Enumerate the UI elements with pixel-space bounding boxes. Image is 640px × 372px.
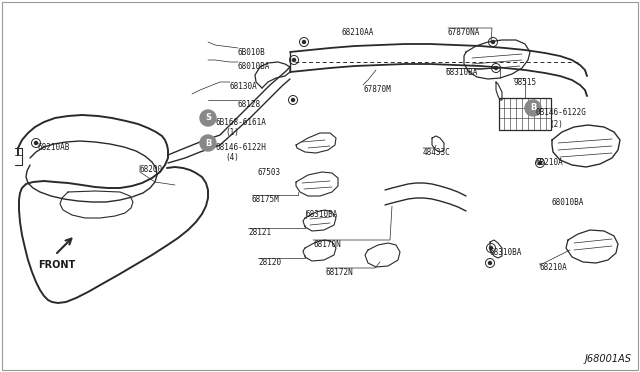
Text: 6B010B: 6B010B: [238, 48, 266, 57]
Text: 68210AB: 68210AB: [38, 143, 70, 152]
Text: 68175M: 68175M: [252, 195, 280, 204]
Circle shape: [490, 247, 493, 250]
Circle shape: [303, 41, 305, 44]
Text: 28121: 28121: [248, 228, 271, 237]
Text: 68310BA: 68310BA: [489, 248, 522, 257]
Text: 98515: 98515: [513, 78, 536, 87]
Text: 68170N: 68170N: [313, 240, 340, 249]
Text: B: B: [205, 138, 211, 148]
Text: 28120: 28120: [258, 258, 281, 267]
Circle shape: [207, 141, 209, 144]
Text: 0B146-6122G: 0B146-6122G: [536, 108, 587, 117]
Text: (4): (4): [225, 153, 239, 162]
Text: FRONT: FRONT: [38, 260, 76, 270]
Text: 68210AA: 68210AA: [342, 28, 374, 37]
Circle shape: [538, 161, 541, 164]
Text: 08146-6122H: 08146-6122H: [215, 143, 266, 152]
Text: 68210A: 68210A: [540, 263, 568, 272]
Text: 68200: 68200: [140, 165, 163, 174]
Text: J68001AS: J68001AS: [585, 354, 632, 364]
Text: 48433C: 48433C: [423, 148, 451, 157]
Bar: [499, 98, 551, 130]
Circle shape: [292, 58, 296, 61]
Text: (1): (1): [225, 128, 239, 137]
Circle shape: [495, 67, 497, 70]
Text: 68130A: 68130A: [230, 82, 258, 91]
Text: 67870M: 67870M: [363, 85, 391, 94]
Circle shape: [200, 110, 216, 126]
Text: S: S: [205, 113, 211, 122]
Text: 67503: 67503: [258, 168, 281, 177]
Circle shape: [488, 262, 492, 264]
Circle shape: [525, 100, 541, 116]
Circle shape: [207, 116, 209, 119]
Text: 6B168-6161A: 6B168-6161A: [215, 118, 266, 127]
Circle shape: [291, 99, 294, 102]
Circle shape: [200, 135, 216, 151]
Circle shape: [35, 141, 38, 144]
Text: 68128: 68128: [238, 100, 261, 109]
Text: 67870NA: 67870NA: [448, 28, 481, 37]
Text: 68010BA: 68010BA: [552, 198, 584, 207]
Text: B: B: [530, 103, 536, 112]
Text: 68172N: 68172N: [326, 268, 354, 277]
Text: (2): (2): [549, 120, 563, 129]
Text: 68210A: 68210A: [536, 158, 564, 167]
Text: 68310BA: 68310BA: [446, 68, 478, 77]
Text: 68310BA: 68310BA: [306, 210, 339, 219]
Circle shape: [492, 41, 495, 44]
Text: 68010BA: 68010BA: [238, 62, 270, 71]
